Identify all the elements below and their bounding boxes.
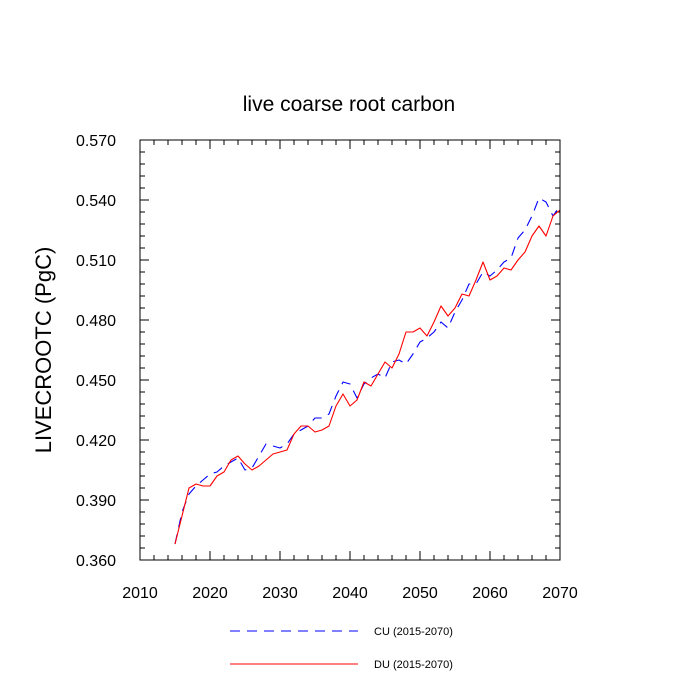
chart-title: live coarse root carbon: [243, 93, 455, 116]
x-tick-label: 2040: [332, 585, 368, 602]
y-tick-label: 0.360: [76, 553, 116, 570]
y-tick-label: 0.450: [76, 373, 116, 390]
x-tick-label: 2060: [472, 585, 508, 602]
series-line-du: [174, 209, 561, 545]
legend: CU (2015-2070) DU (2015-2070): [230, 626, 453, 671]
x-tick-label: 2010: [122, 585, 158, 602]
x-tick-label: 2050: [402, 585, 438, 602]
series-lines: [174, 197, 561, 545]
y-tick-label: 0.420: [76, 433, 116, 450]
y-tick-label: 0.540: [76, 193, 116, 210]
legend-label-cu: CU (2015-2070): [374, 626, 453, 638]
y-tick-label: 0.390: [76, 493, 116, 510]
y-tick-label: 0.570: [76, 133, 116, 150]
x-tick-label: 2020: [192, 585, 228, 602]
y-tick-label: 0.510: [76, 253, 116, 270]
legend-label-du: DU (2015-2070): [374, 659, 453, 671]
y-tick-label: 0.480: [76, 313, 116, 330]
x-tick-label: 2070: [542, 585, 578, 602]
x-tick-label: 2030: [262, 585, 298, 602]
y-axis-label: LIVECROOTC (PgC): [31, 247, 56, 454]
plot-area-frame: [139, 139, 561, 561]
axis-ticks: 2010 2020 2030 2040 2050 2060 2070 0.360 0.390 0.…: [76, 133, 578, 602]
